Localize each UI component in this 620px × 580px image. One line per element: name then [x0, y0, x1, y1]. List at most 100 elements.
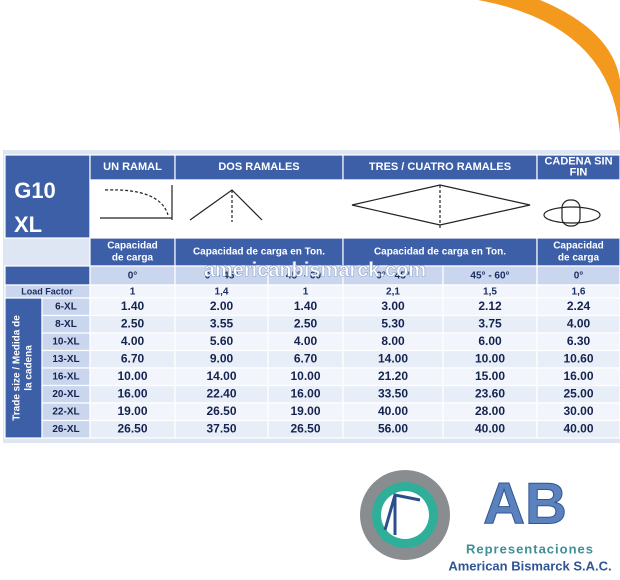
- capacity-value: 16.00: [290, 386, 320, 400]
- capacity-value: 6.70: [121, 351, 145, 365]
- logo-letters: AB: [483, 471, 567, 536]
- side-label: Trade size / Medida de la cadena: [12, 315, 35, 421]
- group-header: UN RAMAL: [103, 161, 162, 173]
- capacity-value: 19.00: [290, 404, 320, 418]
- capacity-value: 28.00: [475, 404, 505, 418]
- capacity-value: 25.00: [563, 386, 593, 400]
- size-label: 20-XL: [52, 389, 79, 400]
- capacity-value: 2.50: [294, 316, 318, 330]
- table-cell: [89, 179, 176, 239]
- capacity-header: Capacidad de carga en Ton.: [193, 247, 325, 258]
- angle: 45° - 60°: [286, 271, 325, 282]
- capacity-value: 5.60: [210, 334, 234, 348]
- side-label-line: la cadena: [24, 345, 35, 391]
- group-header: TRES / CUATRO RAMALES: [369, 161, 511, 173]
- size-label: 10-XL: [52, 336, 79, 347]
- table-cell: [536, 179, 620, 239]
- angle: 45° - 60°: [470, 271, 509, 282]
- corner-decoration: [478, 0, 620, 135]
- size-label: 16-XL: [52, 371, 79, 382]
- capacity-value: 5.30: [381, 316, 405, 330]
- size-label: 6-XL: [55, 301, 77, 312]
- corner-decoration: [540, 0, 620, 80]
- capacity-value: 9.00: [210, 351, 234, 365]
- capacity-value: 1.40: [294, 299, 318, 313]
- capacity-value: 56.00: [378, 421, 408, 435]
- diagrams: [100, 184, 601, 230]
- capacity-value: 6.00: [478, 334, 502, 348]
- load-factor: 1: [303, 287, 309, 298]
- capacity-value: 2.50: [121, 316, 145, 330]
- capacity-value: 26.50: [117, 421, 147, 435]
- capacity-value: 3.75: [478, 316, 502, 330]
- table-title: G10: [14, 178, 56, 203]
- capacity-value: 10.00: [290, 369, 320, 383]
- capacity-value: 10.60: [563, 351, 593, 365]
- size-label: 22-XL: [52, 406, 79, 417]
- load-factor: 1: [130, 287, 136, 298]
- capacity-value: 6.70: [294, 351, 318, 365]
- capacity-value: 3.55: [210, 316, 234, 330]
- capacity-value: 3.00: [381, 299, 405, 313]
- capacity-header: de carga: [112, 253, 154, 264]
- load-factor: 1,6: [572, 287, 586, 298]
- capacity-value: 30.00: [563, 404, 593, 418]
- table-cell: [536, 419, 620, 439]
- capacity-value: 40.00: [563, 421, 593, 435]
- watermark: americanbismarck.com: [204, 259, 426, 281]
- capacity-value: 2.24: [567, 299, 591, 313]
- load-factor-label: Load Factor: [21, 286, 73, 296]
- table-cell: [536, 237, 620, 267]
- capacity-value: 21.20: [378, 369, 408, 383]
- table-cell: [342, 237, 538, 267]
- capacity-header: de carga: [558, 253, 600, 264]
- group-header: CADENA SIN: [544, 155, 612, 167]
- size-label: 13-XL: [52, 354, 79, 365]
- capacity-value: 26.50: [206, 404, 236, 418]
- capacity-value: 4.00: [121, 334, 145, 348]
- crane-icon: [383, 493, 421, 535]
- group-header: FIN: [570, 166, 588, 178]
- angle: 0°: [128, 271, 138, 282]
- capacity-value: 10.00: [117, 369, 147, 383]
- capacity-value: 10.00: [475, 351, 505, 365]
- table-cell: [174, 179, 344, 239]
- capacity-value: 2.00: [210, 299, 234, 313]
- logo-line1: Representaciones: [466, 541, 594, 556]
- size-label: 8-XL: [55, 319, 77, 330]
- capacity-value: 15.00: [475, 369, 505, 383]
- group-header: DOS RAMALES: [218, 161, 299, 173]
- angle: 0° - 45°: [205, 271, 239, 282]
- table-cell: [4, 265, 91, 286]
- capacity-value: 26.50: [290, 421, 320, 435]
- capacity-value: 40.00: [475, 421, 505, 435]
- capacity-value: 1.40: [121, 299, 145, 313]
- load-factor: 1,5: [483, 287, 497, 298]
- capacity-value: 16.00: [117, 386, 147, 400]
- capacity-value: 6.30: [567, 334, 591, 348]
- capacity-value: 4.00: [567, 316, 591, 330]
- capacity-header: Capacidad de carga en Ton.: [374, 247, 506, 258]
- capacity-value: 16.00: [563, 369, 593, 383]
- capacity-value: 19.00: [117, 404, 147, 418]
- load-factor: 2,1: [386, 287, 400, 298]
- capacity-value: 37.50: [206, 421, 236, 435]
- angle: 0°: [574, 271, 584, 282]
- capacity-value: 14.00: [378, 351, 408, 365]
- capacity-header: Capacidad: [553, 241, 604, 252]
- table-title: XL: [14, 212, 42, 237]
- capacity-value: 40.00: [378, 404, 408, 418]
- capacity-header: Capacidad: [107, 241, 158, 252]
- side-label-line: Trade size / Medida de: [12, 315, 23, 421]
- capacity-value: 22.40: [206, 386, 236, 400]
- size-label: 26-XL: [52, 424, 79, 435]
- angle: 0° - 45°: [376, 271, 410, 282]
- capacity-value: 14.00: [206, 369, 236, 383]
- table-cell: [4, 297, 43, 439]
- load-factor: 1,4: [215, 287, 229, 298]
- capacity-value: 33.50: [378, 386, 408, 400]
- table-cell: [536, 154, 620, 181]
